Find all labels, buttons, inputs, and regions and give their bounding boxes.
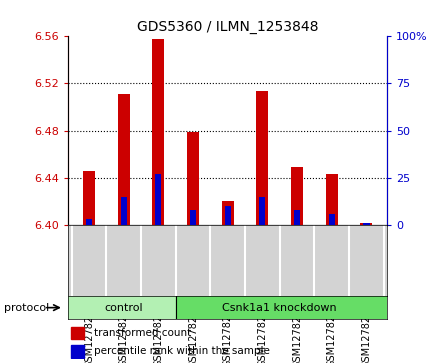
Bar — [291, 167, 303, 225]
Bar — [83, 171, 95, 225]
Bar — [257, 91, 268, 225]
Bar — [326, 174, 338, 225]
Bar — [363, 223, 370, 225]
Bar — [68, 296, 176, 319]
Title: GDS5360 / ILMN_1253848: GDS5360 / ILMN_1253848 — [137, 20, 319, 34]
Bar — [222, 201, 234, 225]
Bar — [187, 132, 199, 225]
Text: Csnk1a1 knockdown: Csnk1a1 knockdown — [222, 303, 337, 313]
Bar — [155, 174, 161, 225]
Bar — [86, 219, 92, 225]
Bar — [329, 214, 335, 225]
Bar — [152, 39, 165, 225]
Bar — [71, 345, 84, 358]
Bar — [121, 197, 127, 225]
Text: control: control — [104, 303, 143, 313]
Bar — [190, 210, 196, 225]
Bar — [117, 94, 130, 225]
Bar — [224, 206, 231, 225]
Bar — [360, 223, 373, 225]
Bar — [71, 327, 84, 339]
Text: protocol: protocol — [4, 303, 50, 313]
Bar — [176, 296, 387, 319]
Text: percentile rank within the sample: percentile rank within the sample — [94, 346, 270, 356]
Bar — [294, 210, 300, 225]
Text: transformed count: transformed count — [94, 328, 191, 338]
Bar — [259, 197, 265, 225]
